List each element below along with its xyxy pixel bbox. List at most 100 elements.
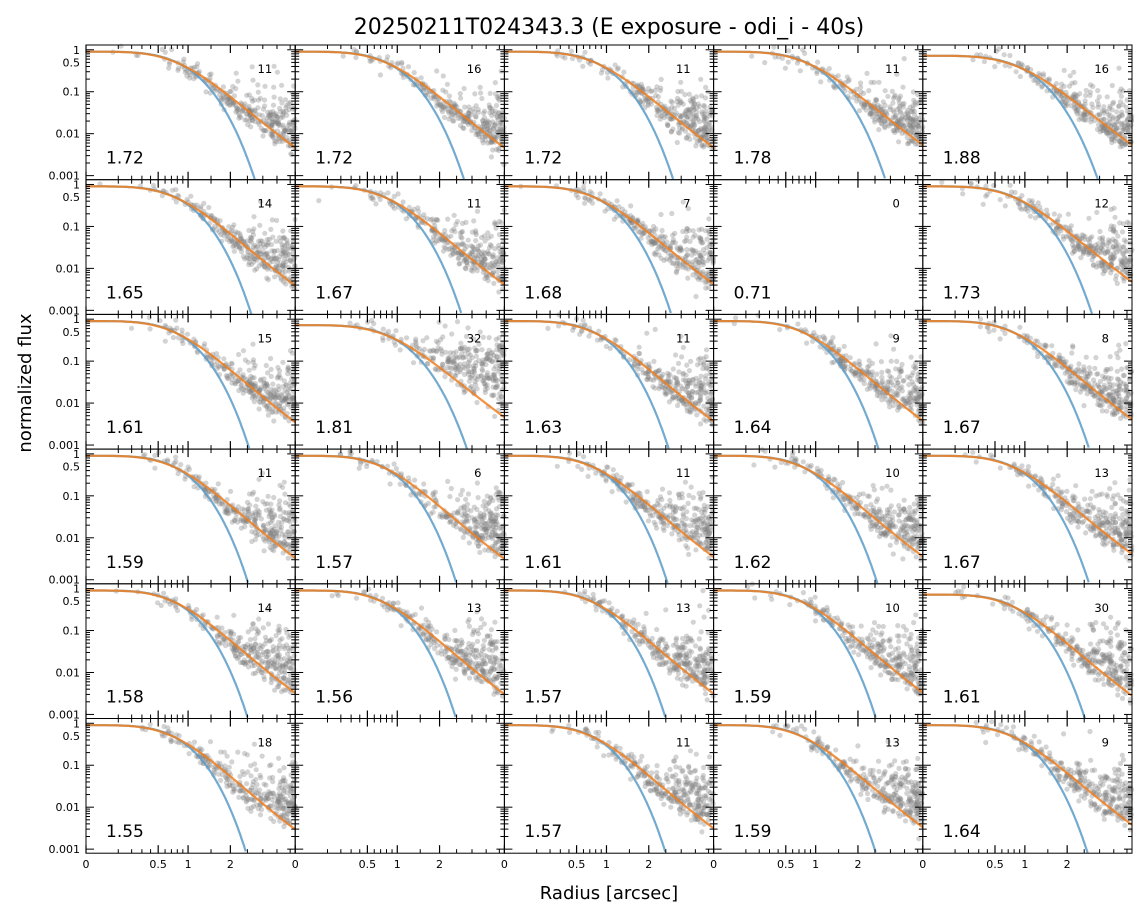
data-point bbox=[281, 263, 287, 269]
data-point bbox=[448, 109, 454, 115]
data-point bbox=[118, 43, 124, 49]
data-point bbox=[679, 354, 685, 360]
data-point bbox=[468, 112, 474, 118]
data-point bbox=[1125, 130, 1131, 136]
data-point bbox=[696, 250, 703, 256]
data-point bbox=[493, 363, 499, 369]
data-point bbox=[262, 97, 268, 103]
data-point bbox=[250, 357, 256, 363]
data-point bbox=[658, 211, 664, 218]
data-point bbox=[960, 191, 966, 197]
data-point bbox=[425, 92, 431, 98]
data-point bbox=[229, 376, 235, 382]
data-point bbox=[262, 230, 268, 236]
y-tick-label: 1 bbox=[73, 178, 80, 191]
data-point bbox=[480, 334, 486, 340]
data-point bbox=[491, 280, 497, 286]
data-point bbox=[1059, 81, 1065, 87]
data-point bbox=[280, 114, 286, 120]
data-point bbox=[1078, 255, 1084, 261]
data-point bbox=[250, 393, 257, 399]
data-point bbox=[421, 346, 428, 352]
data-point bbox=[233, 109, 239, 115]
data-point bbox=[440, 334, 446, 340]
data-point bbox=[908, 108, 914, 115]
data-point bbox=[708, 109, 714, 116]
data-point bbox=[484, 123, 490, 129]
data-point bbox=[191, 64, 197, 70]
data-point bbox=[1032, 215, 1038, 221]
data-point bbox=[269, 133, 275, 139]
data-point bbox=[470, 244, 476, 250]
data-point bbox=[467, 358, 473, 364]
data-point bbox=[235, 78, 241, 84]
data-point bbox=[265, 370, 271, 376]
data-point bbox=[487, 105, 493, 111]
data-point bbox=[272, 113, 278, 119]
data-point bbox=[445, 357, 451, 363]
count-label: 11 bbox=[258, 62, 273, 76]
data-point bbox=[275, 364, 281, 371]
data-point bbox=[669, 104, 675, 110]
data-point bbox=[353, 54, 359, 61]
data-point bbox=[882, 108, 889, 115]
data-point bbox=[472, 91, 478, 97]
data-point bbox=[260, 106, 267, 112]
data-point bbox=[1109, 107, 1115, 113]
data-point bbox=[890, 95, 897, 101]
data-point bbox=[286, 122, 292, 128]
data-point bbox=[674, 139, 680, 146]
data-point bbox=[492, 80, 498, 86]
data-point bbox=[275, 121, 282, 127]
data-point bbox=[496, 110, 502, 116]
data-point bbox=[451, 359, 457, 365]
data-point bbox=[709, 397, 715, 403]
data-point bbox=[385, 328, 392, 334]
data-point bbox=[1114, 109, 1120, 115]
data-point bbox=[475, 131, 481, 138]
data-point bbox=[475, 106, 481, 113]
data-point bbox=[479, 347, 485, 353]
data-point bbox=[418, 75, 424, 81]
data-point bbox=[263, 362, 269, 369]
data-point bbox=[466, 378, 472, 384]
data-point bbox=[1051, 211, 1057, 217]
data-point bbox=[405, 64, 412, 70]
data-point bbox=[545, 325, 551, 331]
data-point bbox=[169, 187, 175, 193]
data-point bbox=[487, 90, 493, 96]
data-point bbox=[697, 235, 704, 241]
data-point bbox=[488, 140, 495, 146]
data-point bbox=[451, 110, 457, 116]
data-point bbox=[286, 268, 292, 274]
data-point bbox=[684, 405, 690, 411]
data-point bbox=[373, 201, 379, 207]
panel-4: 1.78 11 bbox=[712, 44, 926, 181]
data-point bbox=[696, 103, 703, 109]
data-point bbox=[273, 111, 279, 117]
data-point bbox=[868, 79, 874, 85]
data-point bbox=[665, 370, 671, 376]
data-point bbox=[1113, 276, 1119, 282]
data-point bbox=[265, 412, 271, 418]
data-point bbox=[249, 261, 255, 267]
data-point bbox=[918, 112, 925, 118]
data-point bbox=[876, 79, 882, 85]
data-point bbox=[277, 109, 283, 115]
data-point bbox=[273, 121, 279, 127]
data-point bbox=[240, 253, 246, 260]
data-point bbox=[826, 66, 832, 72]
data-point bbox=[496, 97, 502, 103]
data-point bbox=[244, 117, 250, 123]
data-point bbox=[461, 85, 467, 92]
data-point bbox=[890, 100, 896, 106]
data-point bbox=[242, 117, 248, 123]
data-point bbox=[225, 100, 231, 106]
panel-grid: 1.721110.50.10.010.0011.72161.72111.7811… bbox=[49, 43, 1135, 871]
data-point bbox=[472, 379, 478, 385]
data-point bbox=[1077, 111, 1083, 117]
data-point bbox=[498, 393, 504, 400]
data-point bbox=[461, 361, 468, 367]
data-point bbox=[1119, 229, 1126, 235]
data-point bbox=[351, 47, 357, 53]
